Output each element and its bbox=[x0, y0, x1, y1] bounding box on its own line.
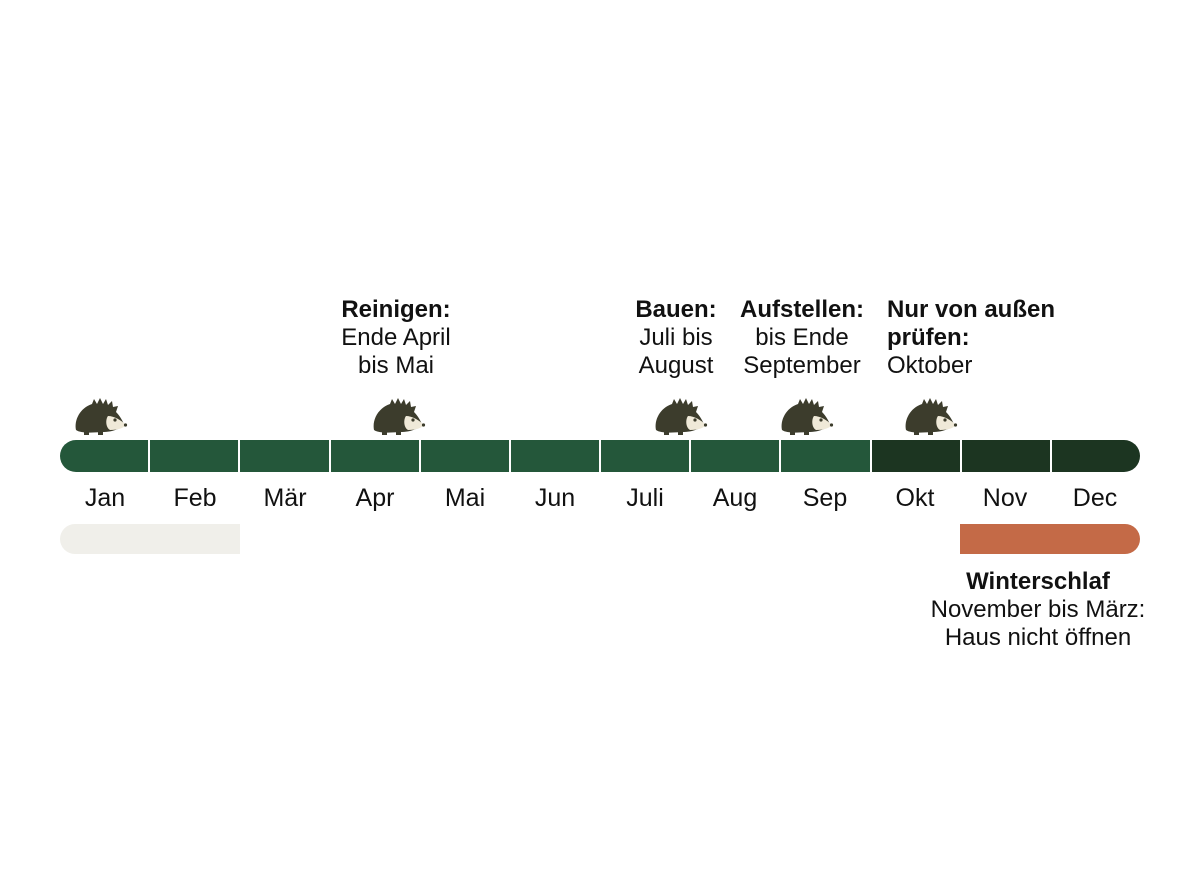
hedgehog-icon bbox=[781, 398, 834, 435]
annotation-title: Aufstellen: bbox=[739, 296, 864, 323]
month-segment-aug bbox=[691, 440, 782, 472]
month-segment-dec bbox=[1051, 440, 1140, 472]
annotation-winterschlaf: Winterschlaf November bis März: Haus nic… bbox=[918, 568, 1158, 652]
month-segment-mar bbox=[240, 440, 331, 472]
annotation-line: August bbox=[638, 352, 714, 379]
hibernation-bar-spring bbox=[60, 524, 240, 554]
month-segment-jul bbox=[601, 440, 692, 472]
month-label-apr: Apr bbox=[355, 484, 395, 512]
month-label-jun: Jun bbox=[534, 484, 576, 512]
month-bar bbox=[60, 440, 1140, 472]
month-segment-jan bbox=[60, 440, 151, 472]
month-segment-mai bbox=[420, 440, 511, 472]
annotation-title: Winterschlaf bbox=[966, 568, 1110, 595]
hedgehog-icon bbox=[373, 398, 426, 435]
annotation-pruefen: Nur von außen prüfen: Oktober bbox=[887, 296, 1087, 380]
annotation-line: November bis März: bbox=[930, 596, 1146, 623]
month-segment-apr bbox=[330, 440, 421, 472]
month-segment-okt bbox=[871, 440, 962, 472]
annotation-line: Ende April bbox=[341, 324, 451, 351]
annotation-line: Oktober bbox=[887, 352, 973, 379]
annotation-line: bis Mai bbox=[357, 352, 435, 379]
month-segment-feb bbox=[150, 440, 241, 472]
month-segment-nov bbox=[961, 440, 1052, 472]
hedgehog-icon bbox=[75, 398, 128, 435]
month-label-nov: Nov bbox=[982, 484, 1028, 512]
month-segment-sep bbox=[781, 440, 872, 472]
month-label-jan: Jan bbox=[84, 484, 126, 512]
annotation-title: Nur von außen bbox=[887, 296, 1056, 323]
annotation-reinigen: Reinigen: Ende April bis Mai bbox=[316, 296, 476, 380]
month-label-okt: Okt bbox=[895, 484, 935, 512]
month-label-sep: Sep bbox=[802, 484, 848, 512]
annotation-aufstellen: Aufstellen: bis Ende September bbox=[736, 296, 868, 380]
annotation-bauen: Bauen: Juli bis August bbox=[616, 296, 736, 380]
month-label-feb: Feb bbox=[173, 484, 217, 512]
annotation-title: Bauen: bbox=[635, 296, 717, 323]
annotation-title: Reinigen: bbox=[341, 296, 451, 323]
month-label-mar: Mär bbox=[263, 484, 307, 512]
annotation-line: Juli bis bbox=[639, 324, 713, 351]
month-label-dec: Dec bbox=[1072, 484, 1118, 512]
annotation-line: Haus nicht öffnen bbox=[944, 624, 1132, 651]
month-segment-jun bbox=[510, 440, 602, 472]
hedgehog-icon bbox=[655, 398, 708, 435]
annotation-title: prüfen: bbox=[887, 324, 970, 351]
month-label-mai: Mai bbox=[444, 484, 486, 512]
annotation-line: bis Ende bbox=[755, 324, 849, 351]
month-label-aug: Aug bbox=[712, 484, 758, 512]
month-label-jul: Juli bbox=[626, 484, 664, 512]
annotation-line: September bbox=[743, 352, 861, 379]
hibernation-bar-winter bbox=[960, 524, 1140, 554]
hedgehog-icon bbox=[905, 398, 958, 435]
